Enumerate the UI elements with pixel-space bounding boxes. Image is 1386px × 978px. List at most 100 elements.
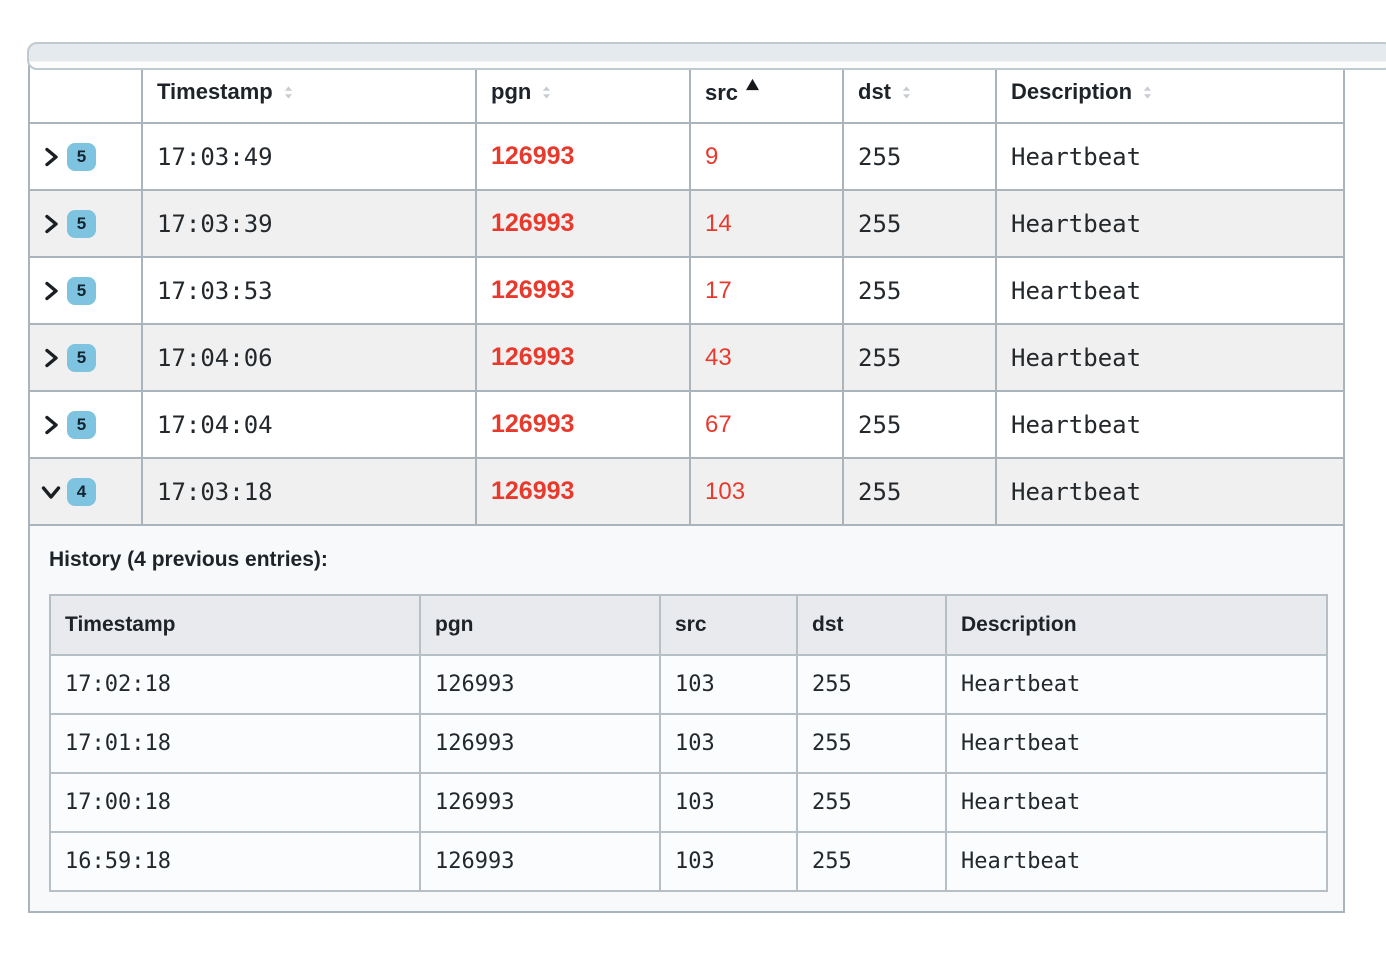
history-timestamp-cell: 16:59:18 xyxy=(49,831,421,892)
history-src-cell: 103 xyxy=(659,831,798,892)
history-header-dst: dst xyxy=(796,594,947,656)
description-cell: Heartbeat xyxy=(995,189,1345,258)
header-pgn-label: pgn xyxy=(491,79,532,104)
sort-toggle-icon xyxy=(1143,86,1152,99)
expand-row-button[interactable]: 5 xyxy=(40,343,96,372)
expand-row-button[interactable]: 5 xyxy=(40,142,96,171)
header-src-label: src xyxy=(705,80,739,105)
table-row-expanded: 4 17:03:18 126993 103 255 Heartbeat xyxy=(28,457,1345,526)
header-description-label: Description xyxy=(1011,79,1133,104)
history-dst-cell: 255 xyxy=(796,654,947,715)
src-cell: 14 xyxy=(689,189,844,258)
history-description-cell: Heartbeat xyxy=(945,772,1328,833)
history-table: Timestamp pgn src dst Description 17:02:… xyxy=(49,594,1328,892)
timestamp-cell: 17:04:04 xyxy=(141,390,477,459)
pgn-cell: 126993 xyxy=(475,256,691,325)
header-pgn[interactable]: pgn xyxy=(475,60,691,124)
description-cell: Heartbeat xyxy=(995,256,1345,325)
expand-row-button[interactable]: 5 xyxy=(40,276,96,305)
history-title: History (4 previous entries): xyxy=(49,548,328,571)
description-cell: Heartbeat xyxy=(995,390,1345,459)
timestamp-cell: 17:04:06 xyxy=(141,323,477,392)
chevron-right-icon xyxy=(45,281,58,300)
history-dst-cell: 255 xyxy=(796,831,947,892)
sort-toggle-icon xyxy=(543,86,551,99)
description-cell: Heartbeat xyxy=(995,122,1345,191)
history-header-description: Description xyxy=(945,594,1328,656)
sort-toggle-icon xyxy=(902,86,911,99)
history-pgn-cell: 126993 xyxy=(419,772,661,833)
timestamp-cell: 17:03:53 xyxy=(141,256,477,325)
header-expander xyxy=(28,60,143,124)
messages-header-row: Timestamp pgn src dst Description xyxy=(28,60,1345,124)
table-row: 5 17:03:49 126993 9 255 Heartbeat xyxy=(28,122,1345,191)
table-row: 5 17:04:04 126993 67 255 Heartbeat xyxy=(28,390,1345,459)
chevron-right-icon xyxy=(45,214,58,233)
collapse-row-button[interactable]: 4 xyxy=(40,477,96,506)
timestamp-cell: 17:03:39 xyxy=(141,189,477,258)
history-timestamp-cell: 17:01:18 xyxy=(49,713,421,774)
history-row: 17:00:18 126993 103 255 Heartbeat xyxy=(49,772,1328,833)
history-dst-cell: 255 xyxy=(796,772,947,833)
src-cell: 67 xyxy=(689,390,844,459)
expand-row-button[interactable]: 5 xyxy=(40,410,96,439)
sort-toggle-icon xyxy=(284,86,292,99)
history-row: 16:59:18 126993 103 255 Heartbeat xyxy=(49,831,1328,892)
src-cell: 43 xyxy=(689,323,844,392)
top-input-partial[interactable] xyxy=(27,42,1386,70)
history-timestamp-cell: 17:02:18 xyxy=(49,654,421,715)
chevron-right-icon xyxy=(45,147,58,166)
table-row: 5 17:03:53 126993 17 255 Heartbeat xyxy=(28,256,1345,325)
history-description-cell: Heartbeat xyxy=(945,831,1328,892)
history-header-row: Timestamp pgn src dst Description xyxy=(49,594,1328,656)
src-cell: 9 xyxy=(689,122,844,191)
history-pgn-cell: 126993 xyxy=(419,831,661,892)
history-timestamp-cell: 17:00:18 xyxy=(49,772,421,833)
pgn-cell: 126993 xyxy=(475,122,691,191)
timestamp-cell: 17:03:18 xyxy=(141,457,477,526)
header-dst-label: dst xyxy=(858,79,891,104)
history-dst-cell: 255 xyxy=(796,713,947,774)
history-pgn-cell: 126993 xyxy=(419,654,661,715)
entry-count-badge: 5 xyxy=(67,410,96,439)
history-header-pgn: pgn xyxy=(419,594,661,656)
pgn-cell: 126993 xyxy=(475,457,691,526)
table-row: 5 17:04:06 126993 43 255 Heartbeat xyxy=(28,323,1345,392)
header-timestamp-label: Timestamp xyxy=(157,79,273,104)
chevron-down-icon xyxy=(41,485,61,499)
history-row: 17:01:18 126993 103 255 Heartbeat xyxy=(49,713,1328,774)
history-header-src: src xyxy=(659,594,798,656)
header-src[interactable]: src xyxy=(689,60,844,124)
description-cell: Heartbeat xyxy=(995,457,1345,526)
header-timestamp[interactable]: Timestamp xyxy=(141,60,477,124)
dst-cell: 255 xyxy=(842,189,997,258)
entry-count-badge: 5 xyxy=(67,142,96,171)
header-dst[interactable]: dst xyxy=(842,60,997,124)
description-cell: Heartbeat xyxy=(995,323,1345,392)
dst-cell: 255 xyxy=(842,323,997,392)
sort-asc-icon xyxy=(746,78,760,91)
header-description[interactable]: Description xyxy=(995,60,1345,124)
dst-cell: 255 xyxy=(842,122,997,191)
chevron-right-icon xyxy=(45,348,58,367)
history-section: History (4 previous entries): Timestamp … xyxy=(28,524,1345,913)
history-description-cell: Heartbeat xyxy=(945,654,1328,715)
messages-table: Timestamp pgn src dst Description 5 17:0… xyxy=(28,60,1345,913)
expand-row-button[interactable]: 5 xyxy=(40,209,96,238)
history-src-cell: 103 xyxy=(659,772,798,833)
chevron-right-icon xyxy=(45,415,58,434)
dst-cell: 255 xyxy=(842,457,997,526)
history-header-timestamp: Timestamp xyxy=(49,594,421,656)
pgn-cell: 126993 xyxy=(475,323,691,392)
history-row: 17:02:18 126993 103 255 Heartbeat xyxy=(49,654,1328,715)
pgn-cell: 126993 xyxy=(475,189,691,258)
dst-cell: 255 xyxy=(842,256,997,325)
src-cell: 17 xyxy=(689,256,844,325)
src-cell: 103 xyxy=(689,457,844,526)
history-src-cell: 103 xyxy=(659,654,798,715)
history-section-row: History (4 previous entries): Timestamp … xyxy=(28,524,1345,913)
history-src-cell: 103 xyxy=(659,713,798,774)
table-row: 5 17:03:39 126993 14 255 Heartbeat xyxy=(28,189,1345,258)
pgn-cell: 126993 xyxy=(475,390,691,459)
entry-count-badge: 5 xyxy=(67,209,96,238)
